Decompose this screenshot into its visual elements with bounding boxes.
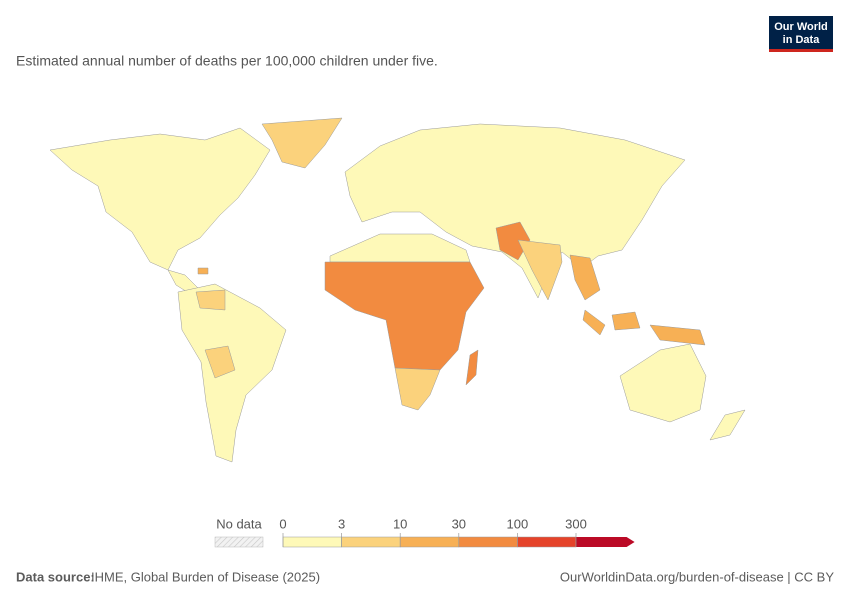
- legend-tick-label: 10: [393, 516, 407, 531]
- legend-bin: [341, 536, 401, 548]
- haiti: [197, 267, 209, 275]
- legend-bin: [517, 536, 577, 548]
- logo-underline: [769, 49, 833, 52]
- madagascar: [465, 349, 479, 386]
- greenland: [261, 117, 343, 169]
- legend-bin: [399, 536, 460, 548]
- south-america: [177, 283, 287, 463]
- legend: No data: [214, 516, 264, 548]
- source: IHME, Global Burden of Disease (2025): [91, 569, 320, 584]
- source-label: Data source:: [16, 569, 95, 584]
- southern-africa: [394, 367, 441, 411]
- indonesia: [582, 309, 706, 346]
- logo-text: in Data: [783, 34, 821, 46]
- south-asia: [517, 239, 563, 301]
- central-africa: [324, 261, 485, 371]
- logo-text: Our World: [774, 21, 828, 33]
- legend-tick-label: 3: [338, 516, 345, 531]
- new-zealand: [709, 409, 746, 441]
- no-data-label: No data: [216, 516, 262, 531]
- north-africa: [329, 233, 471, 263]
- legend-bin: [458, 536, 518, 548]
- legend-tick-label: 300: [565, 516, 587, 531]
- subtitle: Estimated annual number of deaths per 10…: [16, 53, 438, 69]
- southeast-asia: [569, 254, 601, 301]
- north-america: [49, 127, 271, 271]
- bolivia: [204, 345, 236, 379]
- no-data-swatch: [214, 536, 264, 548]
- footer-link[interactable]: OurWorldinData.org/burden-of-disease | C…: [560, 569, 834, 584]
- logo-box[interactable]: [769, 16, 833, 50]
- australia: [619, 343, 707, 423]
- venezuela: [195, 289, 226, 311]
- legend-tick-label: 100: [507, 516, 529, 531]
- legend-tick-label: 30: [452, 516, 466, 531]
- legend-tick-label: 0: [279, 516, 286, 531]
- world-map: [49, 117, 746, 463]
- legend-bin: [282, 536, 342, 548]
- legend-bin: [576, 537, 635, 547]
